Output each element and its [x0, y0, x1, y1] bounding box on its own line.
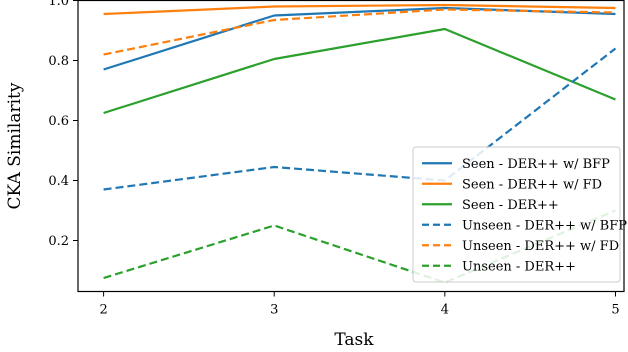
series-line-seen-der	[103, 27, 616, 115]
y-axis-ticks: 0.2 0.4 0.6 0.8 1.0	[48, 0, 78, 249]
y-tick-label: 0.2	[48, 234, 69, 249]
y-tick-label: 1.0	[48, 0, 69, 9]
y-tick-label: 0.4	[48, 174, 69, 189]
legend-label: Unseen - DER++	[462, 259, 576, 274]
series-line-seen-der-w-fd	[103, 3, 616, 16]
legend-box	[412, 146, 621, 283]
x-tick-label: 3	[270, 303, 278, 318]
y-tick-label: 0.6	[48, 114, 69, 129]
legend-label: Unseen - DER++ w/ FD	[462, 239, 619, 254]
legend-label: Seen - DER++ w/ FD	[462, 177, 602, 192]
series-line-unseen-der-w-bfp	[103, 47, 617, 191]
legend-label: Seen - DER++	[462, 198, 559, 213]
plot-frame	[77, 0, 625, 293]
y-axis-title: CKA Similarity	[5, 82, 25, 209]
series-line-seen-der-w-bfp	[103, 6, 616, 71]
x-tick-label: 4	[441, 303, 449, 318]
y-tick-label: 0.8	[48, 54, 69, 69]
legend-label: Seen - DER++ w/ BFP	[462, 157, 610, 172]
legend: Seen - DER++ w/ BFP Seen - DER++ w/ FD See…	[412, 146, 627, 283]
x-tick-label: 2	[99, 303, 107, 318]
legend-label: Unseen - DER++ w/ BFP	[462, 218, 627, 233]
x-axis-title: Task	[334, 330, 374, 350]
series-line-unseen-der-w-fd	[103, 8, 616, 56]
x-axis-ticks: 2 3 4 5	[99, 291, 620, 318]
x-tick-label: 5	[611, 303, 619, 318]
